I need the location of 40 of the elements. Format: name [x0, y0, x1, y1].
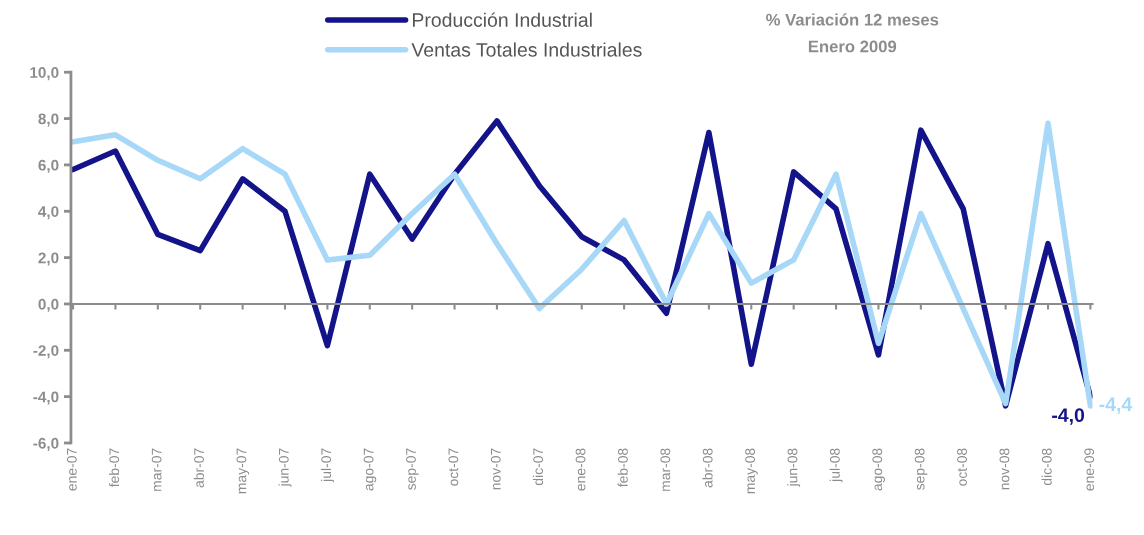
x-tick-label: ene-07: [66, 448, 77, 491]
x-tick-label: sep-08: [914, 448, 928, 490]
x-tick-label: may-07: [236, 448, 250, 494]
x-tick-label: abr-08: [702, 448, 713, 488]
x-tick-label: ago-07: [363, 448, 377, 491]
x-tick-label: abr-07: [193, 448, 204, 488]
x-tick-label: mar-07: [151, 448, 162, 491]
chart-subtitle: Enero 2009: [808, 40, 897, 53]
y-tick-label: 0,0: [38, 298, 59, 312]
chart-title: % Variación 12 meses: [766, 13, 939, 26]
y-tick-label: -4,0: [33, 391, 59, 405]
x-tick-label: jul-08: [829, 448, 843, 483]
x-tick-label: oct-08: [957, 448, 967, 486]
y-tick-label: 10,0: [30, 67, 59, 81]
y-tick-label: -6,0: [33, 437, 59, 451]
x-tick-label: nov-08: [999, 448, 1010, 490]
x-tick-label: feb-07: [108, 448, 120, 488]
y-tick-label: 4,0: [38, 206, 59, 220]
x-tick-label: ene-09: [1084, 448, 1095, 491]
x-tick-label: ene-08: [575, 448, 586, 491]
y-tick-label: 6,0: [38, 159, 59, 173]
x-tick-label: jun-07: [278, 448, 292, 487]
x-tick-label: jun-08: [787, 448, 801, 487]
x-tick-label: dic-07: [532, 448, 544, 486]
y-tick-label: -2,0: [33, 345, 59, 359]
x-tick-label: sep-07: [406, 448, 419, 490]
x-tick-label: nov-07: [490, 448, 501, 490]
y-tick-label: 2,0: [38, 252, 59, 266]
data-label: -4,4: [1099, 397, 1133, 414]
y-tick-label: 8,0: [38, 113, 59, 127]
x-tick-label: jul-07: [320, 448, 334, 483]
legend-label: Ventas Totales Industriales: [411, 42, 642, 57]
x-tick-label: oct-07: [448, 448, 459, 486]
data-label: -4,0: [1052, 408, 1085, 425]
x-tick-label: feb-08: [617, 448, 628, 488]
x-tick-label: mar-08: [660, 448, 671, 491]
x-tick-label: ago-08: [872, 448, 885, 491]
x-tick-label: dic-08: [1041, 448, 1052, 486]
legend-label: Producción Industrial: [412, 12, 592, 27]
x-tick-label: may-08: [745, 448, 758, 494]
